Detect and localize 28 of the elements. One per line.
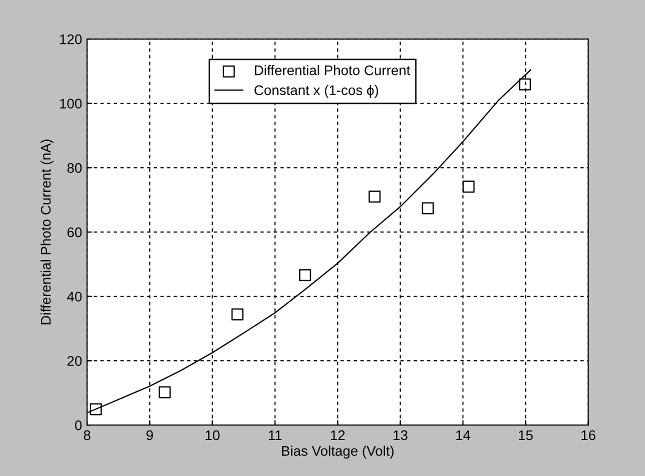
x-axis-title: Bias Voltage (Volt) (282, 446, 394, 459)
y-tick-label: 100 (60, 98, 82, 109)
point (422, 202, 434, 214)
x-tick-label: 16 (582, 430, 596, 440)
y-tick-label: 40 (67, 292, 82, 302)
legend-label: Constant x (1-cos ϕ) (254, 84, 378, 98)
x-tick-label: 13 (394, 430, 408, 440)
x-tick-label: 8 (84, 430, 90, 440)
y-tick-label: 20 (67, 356, 82, 366)
x-tick-label: 12 (330, 430, 345, 440)
x-tick-label: 11 (268, 430, 282, 440)
y-tick-label: 0 (75, 420, 82, 430)
x-tick-label: 9 (146, 430, 153, 440)
point (299, 269, 312, 282)
x-tick-label: 15 (518, 430, 533, 440)
y-tick-label: 60 (67, 227, 82, 238)
point (368, 190, 381, 203)
point (518, 78, 531, 90)
legend-label: Differential Photo Current (254, 65, 410, 76)
x-tick-label: 10 (206, 430, 220, 440)
point (90, 403, 102, 416)
x-tick-label: 14 (456, 430, 470, 440)
point (158, 386, 171, 398)
y-axis-title: Differential Photo Current (nA) (40, 140, 54, 324)
point (462, 180, 475, 193)
y-tick-label: 120 (60, 34, 82, 44)
y-tick-label: 80 (67, 163, 82, 173)
point (231, 308, 244, 320)
